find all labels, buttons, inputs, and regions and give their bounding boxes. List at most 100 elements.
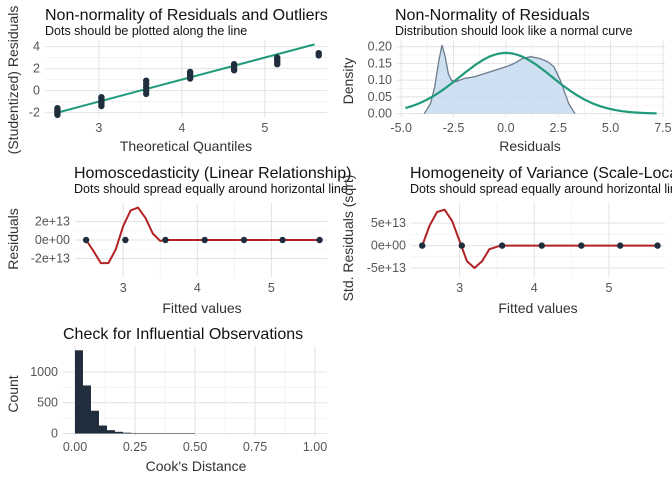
cooks-bar: [187, 433, 195, 434]
cooks-bar: [139, 433, 147, 434]
cooks-ytick-label: 1000: [30, 365, 58, 379]
homosced-point: [316, 236, 323, 244]
normal-curve: [405, 51, 657, 115]
homosced-point: [240, 236, 248, 244]
panel-homoscedasticity-ylabel: Residuals: [5, 208, 21, 269]
cooks-bar: [154, 433, 163, 434]
qq-xtick-label: 4: [178, 121, 185, 135]
cooks-ytick-label: 0: [51, 427, 58, 441]
density-xtick-label: 5.0: [602, 121, 619, 135]
cooks-xtick-label: 0.25: [123, 440, 147, 454]
qq-ytick-label: 0: [33, 84, 40, 98]
qq-ytick-label: 2: [33, 62, 40, 76]
panel-cooks-distance-xlabel: Cook's Distance: [146, 458, 247, 474]
panel-homoscedasticity-plot: 3 4 5 -2e+13 0e+00 2e+13: [31, 203, 327, 295]
density-ytick-label: 0.10: [368, 73, 392, 87]
qq-point: [142, 90, 150, 98]
homosced-point: [162, 236, 169, 244]
cooks-bar: [75, 350, 83, 434]
homosced-xtick-label: 4: [194, 281, 201, 295]
qq-point: [98, 102, 105, 110]
panel-qq-title: Non-normality of Residuals and Outliers: [45, 7, 328, 24]
scaleloc-point: [419, 242, 426, 249]
homosced-ytick-label: 0e+00: [35, 233, 70, 247]
panel-density-xlabel: Residuals: [499, 138, 560, 154]
panel-density: Non-Normality of Residuals Distribution …: [340, 7, 672, 154]
cooks-bar: [82, 385, 91, 434]
panel-density-plot: -5.0 -2.5 0.0 2.5 5.0 7.5 0.00 0.05 0.10 0.15 0.20: [368, 40, 672, 135]
cooks-bar: [99, 425, 107, 434]
scaleloc-xtick-label: 4: [531, 281, 538, 295]
density-ytick-label: 0.00: [368, 107, 392, 121]
panel-cooks-distance: Check for Influential Observations 0.00 0…: [5, 326, 327, 474]
homosced-ytick-label: -2e+13: [31, 252, 70, 266]
qq-ytick-label: -2: [29, 106, 40, 120]
density-ytick-label: 0.15: [368, 56, 392, 70]
qq-point: [186, 75, 194, 82]
panel-qq-plot: 3 4 5 -2 0 2 4: [29, 40, 327, 135]
density-xtick-label: 7.5: [654, 121, 671, 135]
panel-scale-location-ylabel: Std. Residuals (sqrt): [340, 175, 356, 302]
homosced-point: [279, 236, 286, 244]
panel-scale-location: Homogeneity of Variance (Scale-Location)…: [340, 165, 672, 316]
panel-cooks-distance-title: Check for Influential Observations: [63, 326, 303, 343]
panel-density-subtitle: Distribution should look like a normal c…: [395, 24, 633, 38]
scaleloc-smooth-line: [421, 208, 658, 269]
panel-scale-location-plot: 3 4 5 -5e+13 0e+00 5e+13: [367, 203, 665, 295]
qq-xtick-label: 5: [261, 121, 268, 135]
qq-point: [315, 52, 322, 59]
panel-density-ylabel: Density: [340, 58, 356, 105]
panel-qq-ylabel: (Studentized) Residuals: [5, 6, 21, 155]
cooks-bar: [163, 433, 171, 434]
panel-qq-xlabel: Theoretical Quantiles: [120, 138, 252, 154]
density-xtick-label: 0.0: [497, 121, 514, 135]
homosced-xtick-label: 5: [268, 281, 275, 295]
homosced-xtick-label: 3: [120, 281, 127, 295]
cooks-xtick-label: 1.00: [303, 440, 327, 454]
density-xtick-label: -2.5: [443, 121, 465, 135]
panel-qq: Non-normality of Residuals and Outliers …: [5, 6, 328, 155]
cooks-bar: [106, 430, 115, 434]
scaleloc-ytick-label: -5e+13: [367, 261, 406, 275]
qq-point: [54, 111, 61, 119]
panel-homoscedasticity-subtitle: Dots should spread equally around horizo…: [74, 182, 348, 196]
panel-qq-subtitle: Dots should be plotted along the line: [45, 24, 247, 38]
density-xtick-label: 2.5: [550, 121, 567, 135]
cooks-bar: [178, 433, 187, 434]
cooks-xtick-label: 0.00: [63, 440, 87, 454]
cooks-bar: [123, 432, 131, 434]
density-fill: [424, 45, 575, 114]
scaleloc-ytick-label: 0e+00: [371, 239, 406, 253]
qq-reference-line: [57, 43, 315, 114]
homosced-point: [122, 236, 129, 244]
scaleloc-point: [616, 242, 624, 249]
cooks-bar: [171, 433, 179, 434]
scaleloc-xtick-label: 5: [605, 281, 612, 295]
cooks-bar: [147, 433, 155, 434]
panel-cooks-distance-plot: 0.00 0.25 0.50 0.75 1.00 0 500 1000: [30, 346, 327, 454]
qq-point: [274, 60, 281, 68]
cooks-bar: [115, 431, 123, 434]
panel-scale-location-subtitle: Dots should spread equally around horizo…: [410, 182, 672, 196]
scaleloc-ytick-label: 5e+13: [371, 216, 406, 230]
homosced-smooth-line: [85, 206, 320, 265]
scaleloc-point: [538, 242, 545, 249]
panel-homoscedasticity-xlabel: Fitted values: [162, 300, 241, 316]
panel-scale-location-title: Homogeneity of Variance (Scale-Location): [410, 165, 672, 182]
scaleloc-point: [498, 242, 506, 249]
cooks-xtick-label: 0.75: [243, 440, 267, 454]
scaleloc-xtick-label: 3: [456, 281, 463, 295]
panel-cooks-distance-ylabel: Count: [5, 375, 21, 412]
density-curve: [423, 44, 576, 115]
cooks-bar: [130, 432, 139, 434]
homosced-ytick-label: 2e+13: [35, 215, 70, 229]
density-ytick-label: 0.20: [368, 40, 392, 54]
cooks-xtick-label: 0.50: [183, 440, 207, 454]
homosced-point: [201, 236, 208, 244]
density-xtick-label: -5.0: [390, 121, 412, 135]
cooks-bar: [91, 410, 99, 434]
scaleloc-point: [458, 242, 465, 249]
scaleloc-point: [578, 242, 585, 249]
qq-point: [230, 67, 238, 74]
